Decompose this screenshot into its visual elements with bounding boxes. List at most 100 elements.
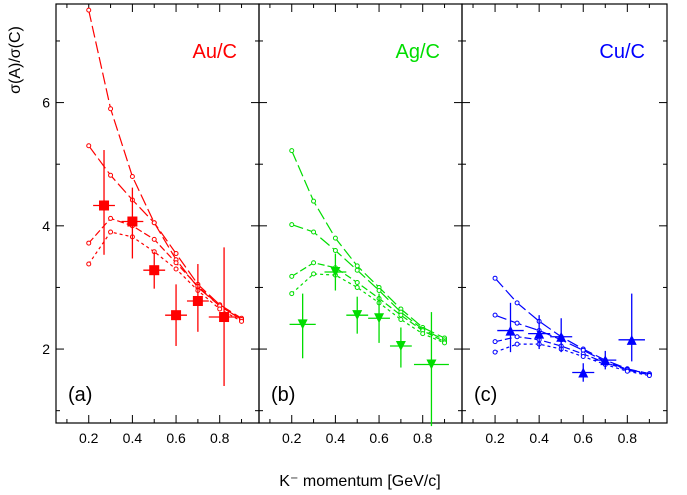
model-curve-0 [494, 277, 650, 375]
curve-point [311, 260, 317, 266]
curve-point [311, 229, 317, 235]
model-curve-2 [494, 336, 650, 376]
curve-point [398, 312, 404, 318]
x-tick-label: 0.8 [210, 430, 230, 446]
x-tick-label: 0.4 [529, 430, 549, 446]
panel-label: (b) [271, 384, 295, 406]
y-tick-label: 4 [42, 218, 50, 234]
curve-point [332, 235, 338, 241]
curve-point [376, 288, 382, 294]
data-marker [171, 310, 182, 321]
model-curve-1 [88, 145, 242, 319]
curve-point [108, 229, 114, 235]
curve-point [442, 340, 448, 346]
model-curve-2 [291, 262, 445, 343]
curve-point [86, 143, 92, 149]
panel-2: 0.2 0.4 0.6 0.8 Cu/C (c) [461, 3, 668, 446]
model-curve-3 [494, 343, 650, 377]
data-marker [426, 359, 437, 370]
curve-point [624, 368, 630, 374]
data-marker [395, 340, 406, 351]
data-marker [600, 355, 611, 366]
curve-point [86, 261, 92, 267]
model-curve-0 [291, 150, 445, 339]
curve-point [311, 198, 317, 204]
curve-point [173, 251, 179, 257]
curve-point [108, 215, 114, 221]
model-curve-1 [494, 314, 650, 375]
model-curve-2 [88, 217, 242, 321]
curve-point [311, 271, 317, 277]
panel-title: Ag/C [396, 41, 440, 63]
curve-point [398, 316, 404, 322]
x-tick-label: 0.4 [123, 430, 143, 446]
x-tick-label: 0.8 [413, 430, 433, 446]
curve-point [492, 349, 498, 355]
x-tick-label: 0.8 [618, 430, 638, 446]
curve-point [514, 341, 520, 347]
x-tick-label: 0.6 [574, 430, 594, 446]
x-tick-label: 0.6 [369, 430, 389, 446]
data-marker [626, 334, 637, 345]
data-marker [99, 200, 110, 211]
curve-point [354, 267, 360, 273]
x-tick-label: 0.2 [485, 430, 505, 446]
curve-point [108, 106, 114, 112]
curve-point [239, 318, 245, 324]
data-marker [297, 319, 308, 330]
curve-point [86, 240, 92, 246]
chart-panels: 0.2 0.4 0.6 0.8 2 4 6 Au/C (a) 0.2 0.4 0.6 0.8 Ag/C (b… [42, 3, 668, 446]
model-curve-1 [291, 224, 445, 341]
panel-frame [55, 3, 260, 424]
curve-point [514, 334, 520, 340]
x-axis-label: K⁻ momentum [GeV/c] [279, 473, 440, 490]
curve-point [420, 331, 426, 337]
curve-point [354, 284, 360, 290]
data-marker [534, 328, 545, 339]
curve-point [108, 172, 114, 178]
curve-point [514, 320, 520, 326]
curve-point [289, 273, 295, 279]
y-axis-label: σ(A)/σ(C) [7, 26, 24, 94]
x-tick-label: 0.6 [166, 430, 186, 446]
panel-1: 0.2 0.4 0.6 0.8 Ag/C (b) [258, 3, 463, 446]
data-marker [127, 216, 138, 227]
data-marker [192, 295, 203, 306]
curve-point [332, 247, 338, 253]
curve-point [173, 266, 179, 272]
panel-0: 0.2 0.4 0.6 0.8 2 4 6 Au/C (a) [42, 3, 260, 446]
curve-point [492, 339, 498, 345]
panel-title: Cu/C [599, 41, 645, 63]
panel-label: (c) [474, 384, 497, 406]
panel-frame [461, 3, 668, 424]
model-curve-3 [88, 231, 242, 322]
curve-point [151, 236, 157, 242]
curve-point [151, 220, 157, 226]
curve-point [217, 306, 223, 312]
y-tick-label: 6 [42, 95, 50, 111]
curve-point [580, 353, 586, 359]
curve-point [129, 174, 135, 180]
curve-point [646, 373, 652, 379]
model-curve-3 [291, 273, 445, 344]
data-marker [374, 313, 385, 324]
data-marker [352, 310, 363, 321]
curve-point [289, 222, 295, 228]
curve-point [86, 7, 92, 13]
curve-point [514, 300, 520, 306]
curve-point [289, 291, 295, 297]
x-tick-label: 0.2 [282, 430, 302, 446]
curve-point [492, 312, 498, 318]
curve-point [354, 263, 360, 269]
x-tick-label: 0.4 [326, 430, 346, 446]
curve-point [354, 280, 360, 286]
data-marker [219, 312, 230, 323]
data-marker [505, 325, 516, 336]
data-marker [149, 265, 160, 276]
curve-point [289, 148, 295, 154]
y-tick-label: 2 [42, 341, 50, 357]
curve-point [173, 260, 179, 266]
curve-point [492, 275, 498, 281]
data-marker [578, 367, 589, 378]
